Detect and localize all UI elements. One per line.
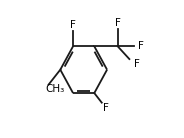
Text: CH₃: CH₃ xyxy=(45,84,65,94)
Text: F: F xyxy=(134,59,140,69)
Text: F: F xyxy=(70,20,76,30)
Text: F: F xyxy=(115,18,121,28)
Text: F: F xyxy=(138,41,144,51)
Text: F: F xyxy=(103,103,109,113)
